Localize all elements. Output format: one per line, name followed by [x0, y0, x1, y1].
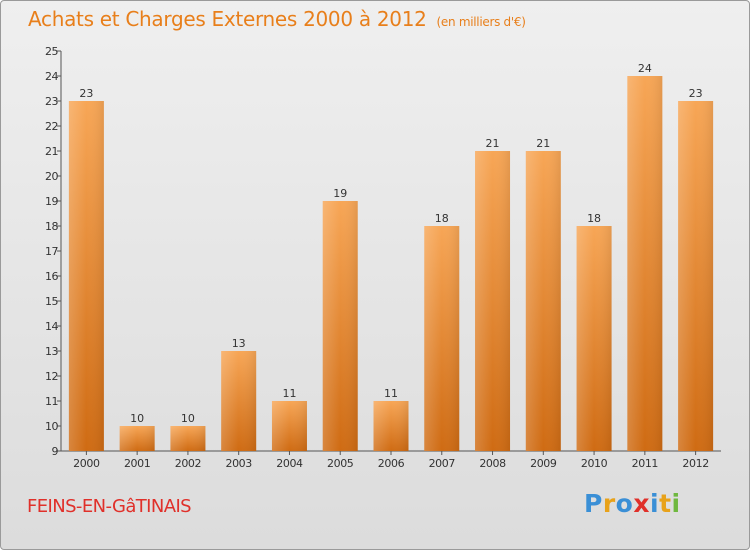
y-tick-label: 12: [45, 370, 58, 383]
x-tick-label: 2003: [225, 457, 252, 470]
y-tick-label: 11: [45, 395, 58, 408]
bar-shading: [424, 226, 460, 451]
y-tick-label: 17: [45, 245, 58, 258]
x-tick-label: 2009: [530, 457, 557, 470]
data-label: 19: [333, 187, 347, 200]
logo-letter: o: [615, 489, 634, 518]
data-label: 11: [384, 387, 398, 400]
bar-shading: [322, 201, 358, 451]
chart-data-labels: 23 10 10 13 11 19 11 18 21 21 18 24 23: [79, 62, 702, 425]
bar-shading: [678, 101, 714, 451]
data-label: 11: [282, 387, 296, 400]
bar-shading: [221, 351, 257, 451]
data-label: 24: [638, 62, 652, 75]
bar-shading: [576, 226, 612, 451]
bar-shading: [119, 426, 155, 451]
y-tick-label: 13: [45, 345, 58, 358]
chart-unit-label: (en milliers d'€): [436, 15, 526, 29]
data-label: 18: [587, 212, 601, 225]
y-tick-label: 24: [45, 70, 58, 83]
y-tick-label: 19: [45, 195, 58, 208]
bar-shading: [170, 426, 206, 451]
x-tick-label: 2011: [632, 457, 658, 470]
bar-shading: [68, 101, 104, 451]
data-label: 21: [536, 137, 550, 150]
y-tick-label: 16: [45, 270, 58, 283]
y-tick-label: 21: [45, 145, 58, 158]
logo-letter: t: [659, 489, 672, 518]
chart-axes: 9 10 11 12 13 14 15 16 17 18 19 20 21 22 23 24 25 2000 200…: [45, 45, 721, 470]
x-tick-label: 2010: [581, 457, 608, 470]
logo-letter: i: [650, 489, 660, 518]
y-tick-label: 15: [45, 295, 58, 308]
logo-letter: r: [602, 489, 616, 518]
x-tick-label: 2007: [429, 457, 456, 470]
x-tick-label: 2002: [175, 457, 201, 470]
chart-bars: [68, 76, 714, 451]
y-tick-label: 23: [45, 95, 58, 108]
bar-shading: [475, 151, 511, 451]
chart-title-text: Achats et Charges Externes 2000 à 2012: [28, 7, 427, 31]
y-tick-label: 10: [45, 420, 58, 433]
x-tick-label: 2004: [276, 457, 303, 470]
data-label: 23: [689, 87, 703, 100]
data-label: 10: [130, 412, 144, 425]
y-tick-label: 22: [45, 120, 58, 133]
bar-shading: [373, 401, 409, 451]
x-tick-label: 2000: [73, 457, 100, 470]
data-label: 21: [486, 137, 500, 150]
location-name: FEINS-EN-GâTINAIS: [27, 496, 192, 517]
x-tick-label: 2005: [327, 457, 354, 470]
y-tick-label: 25: [45, 45, 58, 58]
x-tick-label: 2008: [479, 457, 506, 470]
bar-shading: [525, 151, 561, 451]
data-label: 23: [79, 87, 93, 100]
x-tick-label: 2006: [378, 457, 405, 470]
y-tick-label: 18: [45, 220, 58, 233]
data-label: 10: [181, 412, 195, 425]
proxiti-logo[interactable]: Proxiti: [584, 489, 681, 518]
chart-title: Achats et Charges Externes 2000 à 2012 (e…: [28, 7, 526, 31]
data-label: 18: [435, 212, 449, 225]
y-tick-label: 9: [52, 445, 59, 458]
x-tick-label: 2012: [682, 457, 708, 470]
logo-letter: i: [671, 489, 681, 518]
logo-letter: P: [584, 489, 603, 518]
bar-shading: [627, 76, 663, 451]
bar-shading: [271, 401, 307, 451]
y-tick-label: 20: [45, 170, 58, 183]
x-tick-label: 2001: [124, 457, 150, 470]
data-label: 13: [232, 337, 246, 350]
y-tick-label: 14: [45, 320, 58, 333]
logo-letter: x: [633, 489, 650, 518]
